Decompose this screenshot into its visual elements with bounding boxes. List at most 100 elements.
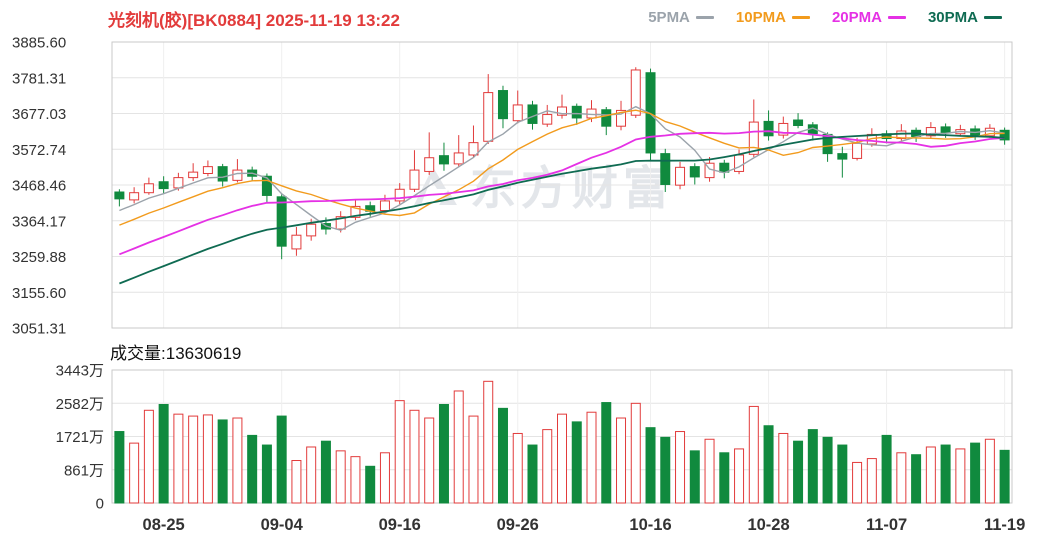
- candle-09-29: [527, 104, 538, 124]
- volume-bar-10-22: [704, 438, 715, 504]
- volume-bar-09-11: [350, 456, 361, 504]
- legend-label: 30PMA: [927, 9, 978, 26]
- candle-08-20: [114, 191, 125, 200]
- volume-bar-11-03: [822, 436, 833, 504]
- volume-bar-09-15: [379, 452, 390, 504]
- price-grid: 3885.60 3781.31 3677.03 3572.74 3468.46 3364.…: [12, 35, 1013, 338]
- candle-11-04: [837, 153, 848, 160]
- volume-bar-10-20: [675, 431, 686, 504]
- ma-line-30pma: [119, 132, 1005, 285]
- volume-bar-10-29: [778, 432, 789, 504]
- candle-09-24: [483, 92, 494, 142]
- price-axis-label: 3155.60: [12, 285, 66, 302]
- volume-axis-label: 0: [96, 496, 104, 513]
- ma-line-10pma: [119, 109, 1005, 226]
- volume-bar-09-19: [438, 403, 449, 504]
- volume-bar-11-12: [925, 446, 936, 504]
- volume-label: 成交量:: [110, 344, 166, 363]
- volume-bar-08-21: [129, 442, 140, 504]
- volume-chart[interactable]: 3443万 2582万 1721万 861万 0 08-25 09-04 09-16 09-26…: [0, 362, 1060, 552]
- volume-bar-08-20: [114, 431, 125, 504]
- candlestick-series: [114, 67, 1010, 260]
- volume-bar-09-05: [291, 460, 302, 504]
- volume-bar-08-25: [158, 403, 169, 504]
- volume-bar-11-18: [984, 438, 995, 504]
- volume-axis-label: 861万: [64, 462, 104, 479]
- price-axis-label: 3572.74: [12, 142, 66, 159]
- legend-line-swatch: [984, 16, 1002, 19]
- volume-bar-08-27: [188, 415, 199, 504]
- x-axis-label: 09-04: [261, 516, 304, 534]
- candle-09-03: [261, 175, 272, 196]
- volume-bar-09-09: [320, 440, 331, 504]
- x-axis-label: 09-16: [379, 516, 421, 534]
- legend-item-5pma: 5PMA: [648, 9, 714, 26]
- candle-10-29: [778, 122, 789, 136]
- volume-bar-09-01: [232, 417, 243, 504]
- candle-08-26: [173, 177, 184, 189]
- volume-bar-09-26: [512, 432, 523, 504]
- volume-bar-09-29: [527, 444, 538, 504]
- volume-bars: [114, 380, 1010, 504]
- price-axis-label: 3885.60: [12, 35, 66, 52]
- volume-bar-10-21: [689, 450, 700, 504]
- price-axis-label: 3677.03: [12, 106, 66, 123]
- volume-bar-10-27: [748, 405, 759, 504]
- price-axis-label: 3051.31: [12, 321, 66, 338]
- volume-bar-11-14: [955, 448, 966, 504]
- candle-10-27: [748, 121, 759, 155]
- volume-header: 成交量:13630619: [110, 339, 241, 364]
- legend-line-swatch: [791, 16, 810, 19]
- volume-bar-09-22: [453, 390, 464, 504]
- volume-bar-09-03: [261, 444, 272, 504]
- volume-bar-09-02: [247, 434, 258, 504]
- volume-bar-09-12: [365, 465, 376, 504]
- price-chart[interactable]: 3885.60 3781.31 3677.03 3572.74 3468.46 3364.…: [0, 28, 1060, 340]
- price-axis-label: 3364.17: [12, 213, 66, 230]
- volume-bar-10-30: [793, 440, 804, 504]
- x-axis-label: 11-07: [866, 516, 907, 534]
- volume-bar-09-23: [468, 415, 479, 504]
- volume-bar-09-18: [424, 417, 435, 504]
- volume-bar-10-28: [763, 425, 774, 504]
- candle-08-22: [143, 183, 154, 194]
- candle-09-30: [542, 114, 553, 125]
- legend-label: 10PMA: [735, 9, 786, 26]
- candle-11-13: [940, 126, 951, 134]
- volume-bar-09-16: [394, 400, 405, 504]
- candle-11-19: [999, 129, 1010, 141]
- volume-bar-11-04: [837, 444, 848, 504]
- volume-bar-11-13: [940, 444, 951, 504]
- x-axis-labels: 08-25 09-04 09-16 09-26 10-16 10-28 11-07 11-19: [143, 516, 1026, 534]
- price-axis-label: 3781.31: [12, 70, 66, 87]
- volume-bar-09-24: [483, 380, 494, 504]
- legend-item-30pma: 30PMA: [928, 9, 1002, 26]
- volume-bar-11-10: [896, 452, 907, 504]
- candle-09-25: [497, 90, 508, 120]
- candle-09-18: [424, 157, 435, 172]
- candle-09-10: [335, 216, 346, 230]
- candle-09-26: [512, 104, 523, 122]
- legend-line-swatch: [887, 16, 906, 19]
- volume-axis-label: 3443万: [56, 363, 104, 380]
- volume-axis-label: 1721万: [56, 429, 104, 446]
- volume-bar-11-11: [911, 454, 922, 504]
- volume-bar-09-30: [542, 429, 553, 504]
- candle-09-17: [409, 169, 420, 190]
- ma-lines: [119, 105, 1005, 285]
- legend-item-20pma: 20PMA: [832, 9, 906, 26]
- candle-10-15: [630, 69, 641, 116]
- candle-08-28: [202, 166, 213, 175]
- legend-line-swatch: [695, 16, 714, 19]
- candle-10-09: [571, 105, 582, 119]
- candle-09-19: [438, 155, 449, 165]
- x-axis-label: 09-26: [497, 516, 539, 534]
- candle-10-24: [734, 154, 745, 172]
- volume-bar-11-19: [999, 449, 1010, 504]
- x-axis-label: 10-16: [629, 516, 671, 534]
- candle-08-21: [129, 192, 140, 201]
- volume-bar-09-08: [306, 446, 317, 504]
- candle-09-22: [453, 152, 464, 165]
- candle-11-12: [925, 127, 936, 137]
- volume-bar-10-16: [645, 427, 656, 504]
